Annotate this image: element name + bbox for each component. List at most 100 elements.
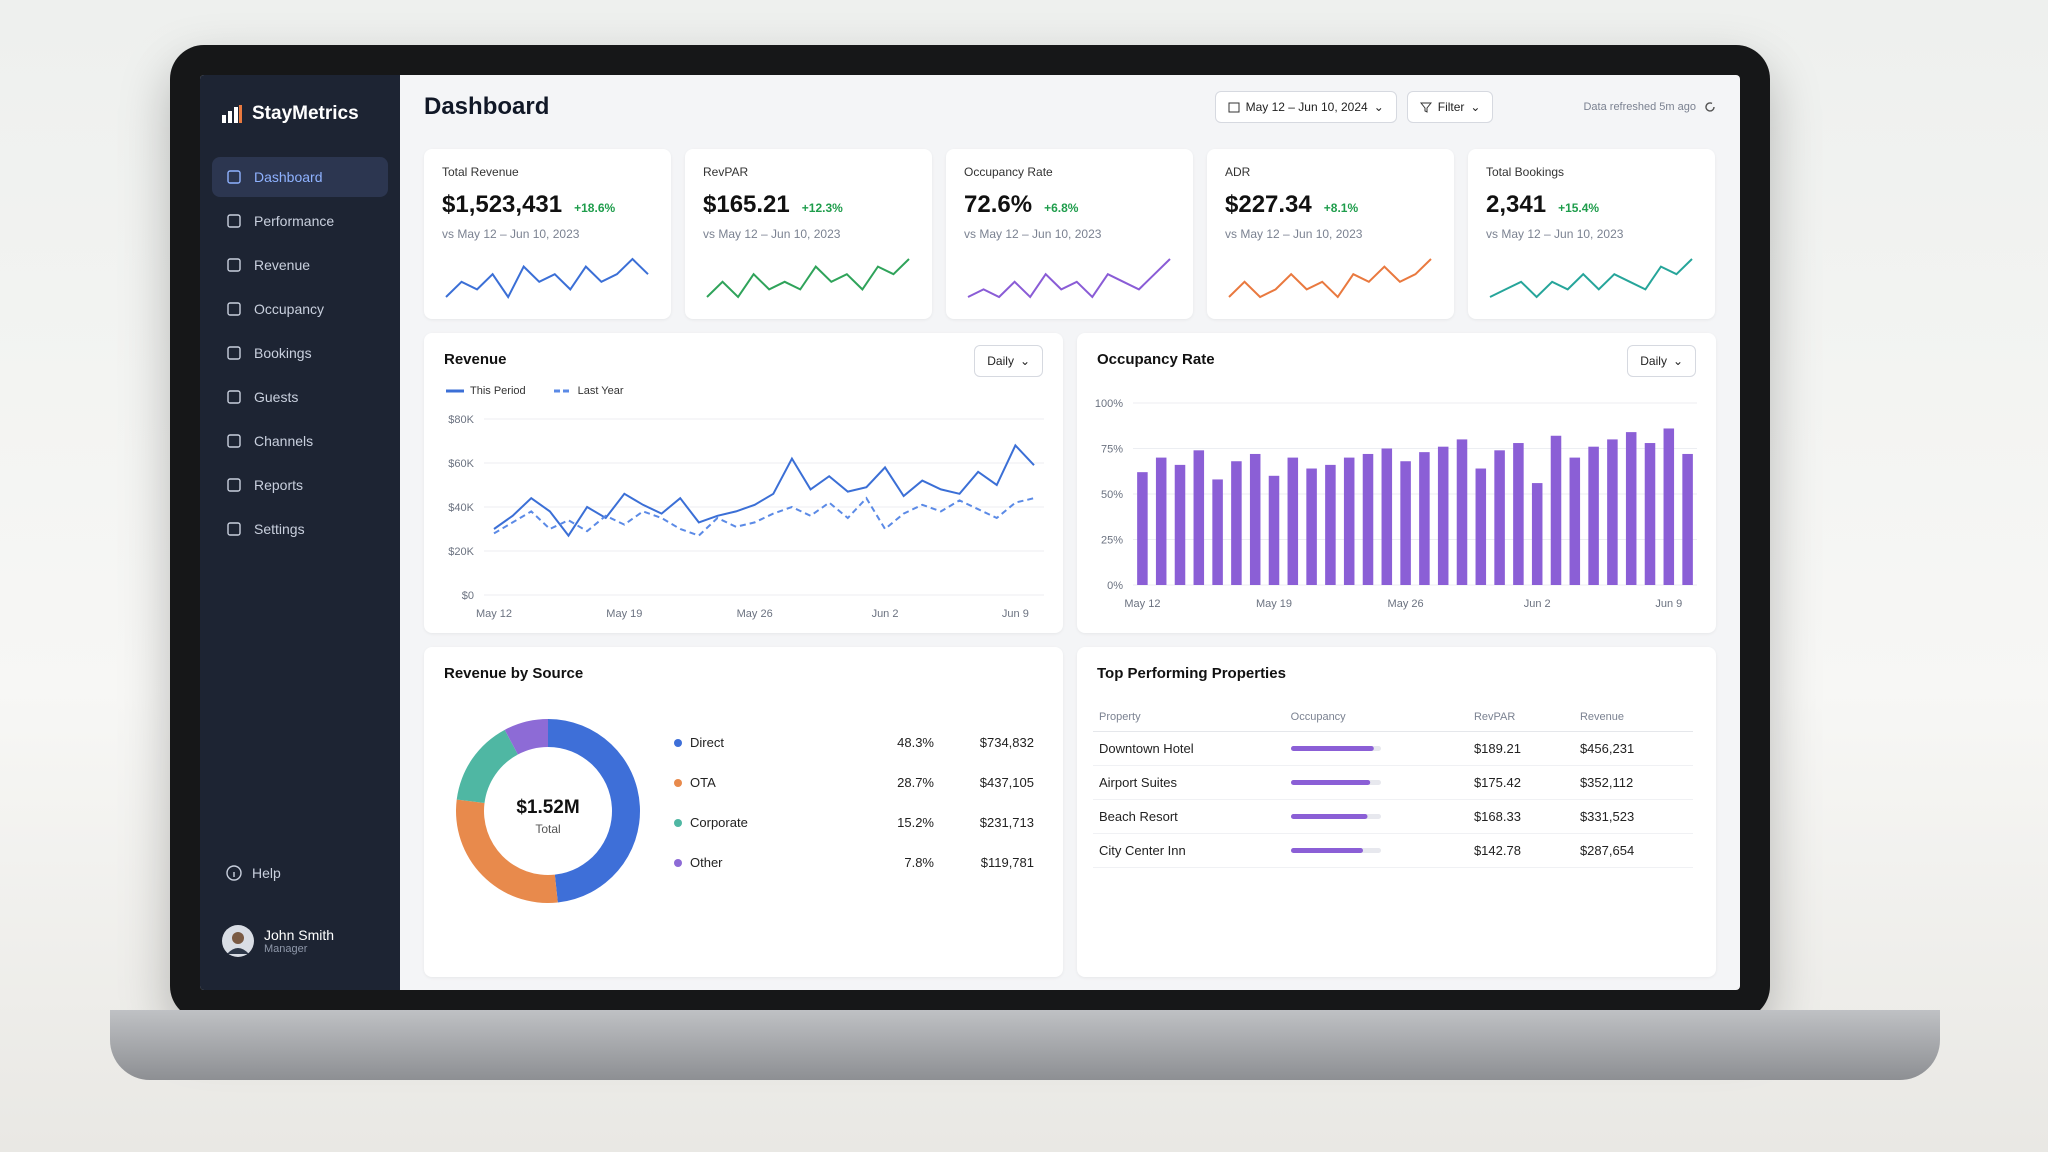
nav-label: Reports bbox=[254, 477, 304, 493]
nav-item[interactable]: Settings bbox=[212, 509, 388, 549]
bar-fill bbox=[1290, 780, 1370, 785]
y-tick-label: $0 bbox=[462, 590, 474, 602]
help-icon bbox=[226, 865, 242, 881]
top-properties-card: Top Performing Properties Property Occupa… bbox=[1077, 647, 1716, 977]
sparkline-line bbox=[1228, 258, 1432, 299]
kpi-label: Occupancy Rate bbox=[964, 165, 1053, 179]
nav-icon bbox=[227, 346, 241, 360]
bar bbox=[1325, 464, 1336, 585]
column-header: Property bbox=[1093, 703, 1285, 732]
nav-label: Dashboard bbox=[254, 169, 323, 185]
y-tick-label: $80K bbox=[448, 414, 474, 426]
nav-item[interactable]: Bookings bbox=[212, 333, 388, 373]
bar bbox=[1419, 452, 1430, 585]
kpi-change: +6.8% bbox=[1044, 201, 1079, 215]
kpi-change: +15.4% bbox=[1558, 201, 1600, 215]
bar bbox=[1231, 461, 1242, 585]
source-share: 7.8% bbox=[904, 855, 934, 870]
bar bbox=[1437, 446, 1449, 585]
nav-item[interactable]: Performance bbox=[212, 201, 388, 241]
bar bbox=[1155, 457, 1167, 585]
revenue-source-card: Revenue by Source $1.52M Total Direct 48.3… bbox=[424, 647, 1063, 977]
nav-item[interactable]: Occupancy bbox=[212, 289, 388, 329]
property-name: City Center Inn bbox=[1093, 833, 1285, 868]
nav-item[interactable]: Dashboard bbox=[212, 157, 388, 197]
legend-row: Corporate 15.2% $231,713 bbox=[674, 815, 1034, 830]
donut-segment bbox=[548, 719, 641, 903]
bar bbox=[1607, 439, 1618, 585]
nav-item[interactable]: Channels bbox=[212, 421, 388, 461]
legend: This Period Last Year bbox=[446, 385, 624, 397]
bar bbox=[1494, 450, 1505, 585]
x-tick-label: May 19 bbox=[606, 608, 642, 620]
icon-shape bbox=[227, 170, 241, 184]
table-body: Downtown Hotel $189.21 $456,231 Airport Sui… bbox=[1093, 731, 1693, 868]
filter-button[interactable]: Filter ⌄ bbox=[1406, 91, 1494, 123]
kpi-card: Total Bookings 2,341 +15.4% vs May 12 – Jun… bbox=[1468, 149, 1715, 319]
nav-item[interactable]: Reports bbox=[212, 465, 388, 505]
bar bbox=[1306, 468, 1317, 585]
user-menu[interactable]: John Smith Manager bbox=[222, 925, 334, 957]
kpi-value-row: 72.6% +6.8% bbox=[964, 191, 1175, 219]
kpi-card: ADR $227.34 +8.1% vs May 12 – Jun 10, 2023 bbox=[1207, 149, 1454, 319]
refreshed-text: Data refreshed 5m ago bbox=[1583, 101, 1696, 113]
legend-dot bbox=[674, 778, 682, 787]
nav-item[interactable]: Guests bbox=[212, 377, 388, 417]
chevron: ⌄ bbox=[1373, 100, 1384, 114]
brand[interactable]: StayMetrics bbox=[200, 75, 400, 153]
bar bbox=[1362, 453, 1374, 585]
bar bbox=[1531, 483, 1543, 585]
card-title: Revenue by Source bbox=[444, 665, 584, 682]
dot bbox=[674, 818, 682, 827]
y-tick-label: 100% bbox=[1095, 398, 1123, 410]
laptop-base bbox=[110, 1010, 1940, 1080]
donut-chart: $1.52M Total bbox=[456, 719, 641, 903]
help-link[interactable]: Help bbox=[226, 865, 281, 881]
nav-icon bbox=[227, 478, 241, 492]
bar bbox=[1343, 457, 1355, 585]
source-amount: $231,713 bbox=[979, 815, 1034, 830]
table-header: Property Occupancy RevPAR Revenue bbox=[1093, 703, 1693, 732]
properties-table: Property Occupancy RevPAR Revenue Downtown H… bbox=[1093, 703, 1693, 868]
help-text: Help bbox=[252, 865, 281, 881]
kpi-compare: vs May 12 – Jun 10, 2023 bbox=[1486, 227, 1624, 241]
period-selector[interactable]: Daily ⌄ bbox=[974, 345, 1043, 377]
sparkline-line bbox=[967, 258, 1171, 299]
legend-name: Corporate bbox=[674, 815, 854, 830]
legend-item: Last Year bbox=[553, 385, 624, 397]
y-tick-label: 75% bbox=[1101, 444, 1123, 456]
occupancy-chart: 0% 25% 50% 75% 100% May 12 May 19 May 26 Jun 2 Ju… bbox=[1095, 398, 1697, 610]
kpi-value: $1,523,431 bbox=[442, 191, 563, 218]
nav-item[interactable]: Revenue bbox=[212, 245, 388, 285]
avatar bbox=[222, 925, 254, 957]
icon-shape bbox=[227, 390, 241, 404]
filter-text: Filter bbox=[1437, 100, 1465, 114]
y-tick-label: 0% bbox=[1107, 580, 1123, 592]
card-title: Occupancy Rate bbox=[1097, 351, 1215, 368]
revenue-chart: $0 $20K $40K $60K $80K May 12 May 19 May 26 Jun … bbox=[448, 414, 1044, 620]
date-picker[interactable]: May 12 – Jun 10, 2024 ⌄ bbox=[1214, 91, 1397, 123]
period-selector[interactable]: Daily ⌄ bbox=[1627, 345, 1696, 377]
table-row: Airport Suites $175.42 $352,112 bbox=[1093, 765, 1693, 800]
sparkline-line bbox=[445, 257, 649, 299]
bar-fill bbox=[1290, 746, 1374, 751]
card-title: Revenue bbox=[444, 351, 507, 368]
kpi-value: $227.34 bbox=[1225, 191, 1312, 218]
nav-icon bbox=[227, 170, 241, 184]
kpi-value-row: $165.21 +12.3% bbox=[703, 191, 914, 219]
occupancy-cell bbox=[1284, 765, 1468, 800]
chevron: ⌄ bbox=[1470, 100, 1481, 114]
table-row: Downtown Hotel $189.21 $456,231 bbox=[1093, 731, 1693, 766]
kpi-change: +18.6% bbox=[574, 201, 616, 215]
icon-shape bbox=[227, 302, 241, 316]
sidebar: StayMetrics Dashboard Performance Revenue O… bbox=[200, 75, 400, 990]
kpi-value: 72.6% bbox=[964, 191, 1033, 218]
refresh-icon[interactable] bbox=[1704, 101, 1716, 113]
y-tick-label: $20K bbox=[448, 546, 474, 558]
kpi-card: Total Revenue $1,523,431 +18.6% vs May 12 –… bbox=[424, 149, 671, 319]
column-header: Occupancy bbox=[1284, 703, 1468, 732]
occupancy-bar bbox=[1290, 848, 1381, 853]
series-line bbox=[493, 496, 1035, 537]
icon-shape bbox=[227, 434, 241, 448]
period-text: Daily bbox=[1640, 354, 1667, 368]
